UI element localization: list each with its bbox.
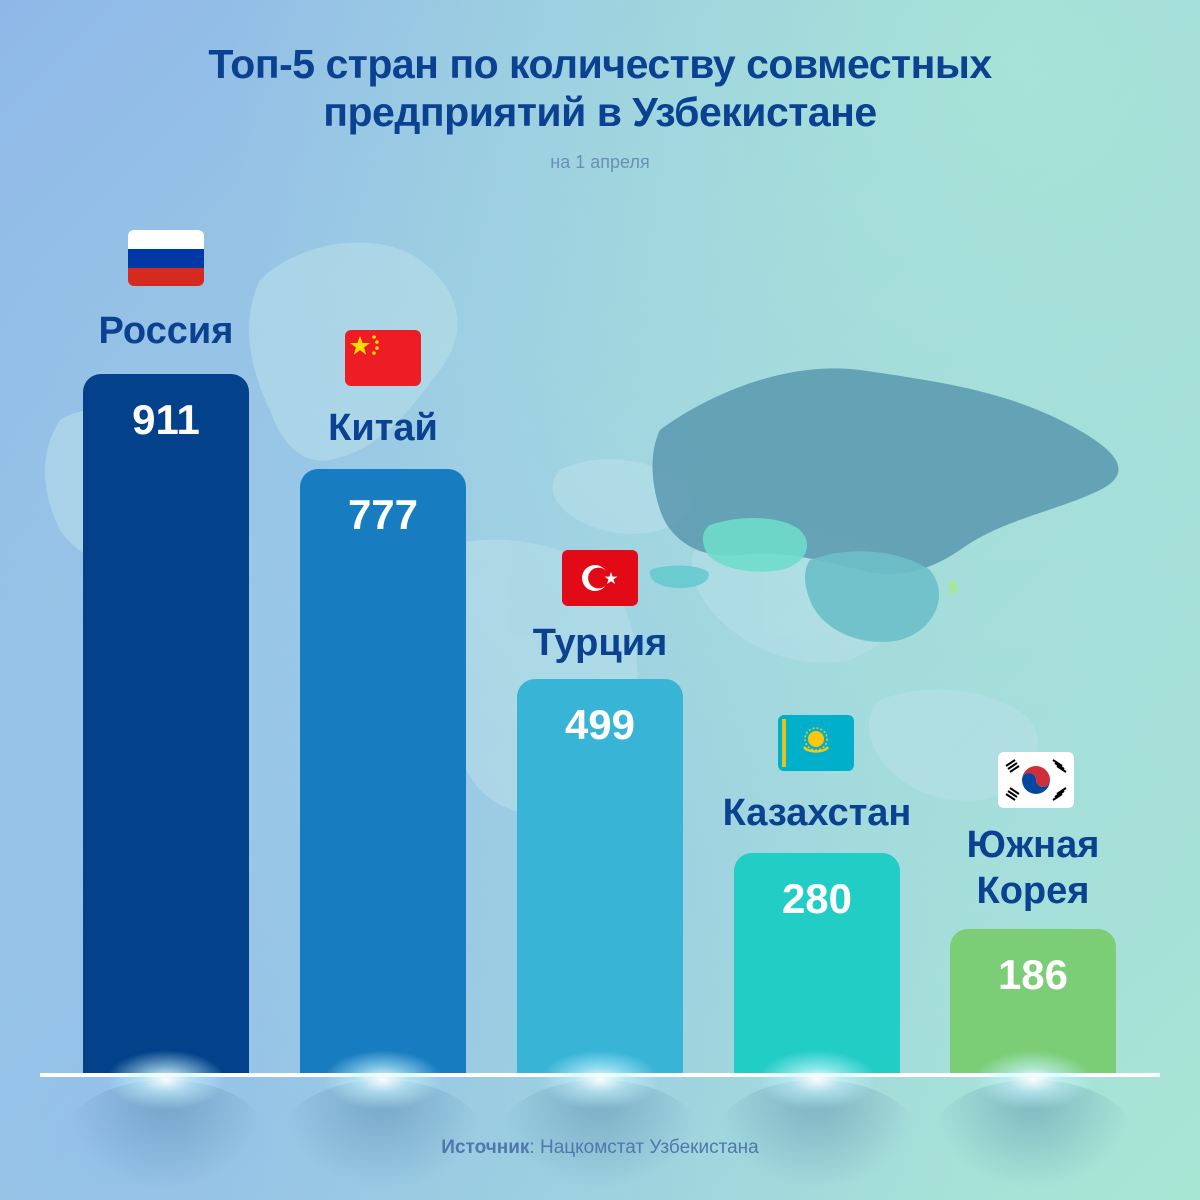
map-china — [804, 551, 939, 642]
bar-turkey: 499 — [517, 679, 683, 1075]
chart-subtitle: на 1 апреля — [550, 152, 650, 172]
map-turkey — [649, 565, 709, 588]
south-korea-flag-icon — [998, 752, 1074, 808]
map-kazakhstan — [702, 518, 808, 572]
bar-value-russia: 911 — [132, 396, 200, 443]
bar-label-south-korea-line1: Южная — [966, 824, 1100, 866]
turkey-flag-icon — [562, 550, 638, 606]
bar-china: 777 — [300, 469, 466, 1075]
kazakhstan-flag-icon — [778, 715, 854, 771]
bar-kazakhstan: 280 — [734, 853, 900, 1075]
bar-value-turkey: 499 — [564, 701, 636, 748]
world-map-background — [45, 242, 1119, 814]
bar-label-south-korea: Южная Корея — [930, 822, 1136, 914]
bar-value-south-korea: 186 — [997, 951, 1069, 998]
chart-title: Топ-5 стран по количеству совместных пре… — [0, 40, 1200, 136]
title-line-1: Топ-5 стран по количеству совместных — [208, 41, 992, 87]
source-separator: : — [529, 1137, 540, 1158]
bar-value-china: 777 — [347, 491, 419, 538]
bar-glow — [973, 1050, 1093, 1110]
source-label: Источник — [441, 1137, 530, 1158]
title-line-2: предприятий в Узбекистане — [323, 89, 877, 135]
bar-glow — [757, 1050, 877, 1110]
bar-value-kazakhstan: 280 — [781, 875, 853, 922]
source-note: Источник: Нацкомстат Узбекистана — [0, 1137, 1200, 1159]
bar-label-china: Китай — [328, 407, 438, 449]
bar-glow — [323, 1050, 443, 1110]
china-flag-icon — [345, 330, 421, 386]
bar-label-kazakhstan: Казахстан — [722, 792, 912, 834]
bar-label-russia: Россия — [98, 310, 234, 352]
bar-south-korea: 186 — [950, 929, 1116, 1075]
map-south-korea — [948, 580, 958, 596]
bar-glow — [540, 1050, 660, 1110]
bar-label-south-korea-line2: Корея — [976, 870, 1090, 912]
bar-russia: 911 — [83, 374, 249, 1075]
bar-label-turkey: Турция — [532, 622, 668, 664]
russia-flag-icon — [128, 230, 204, 286]
source-value: Нацкомстат Узбекистана — [539, 1137, 759, 1158]
bar-glow — [106, 1050, 226, 1110]
